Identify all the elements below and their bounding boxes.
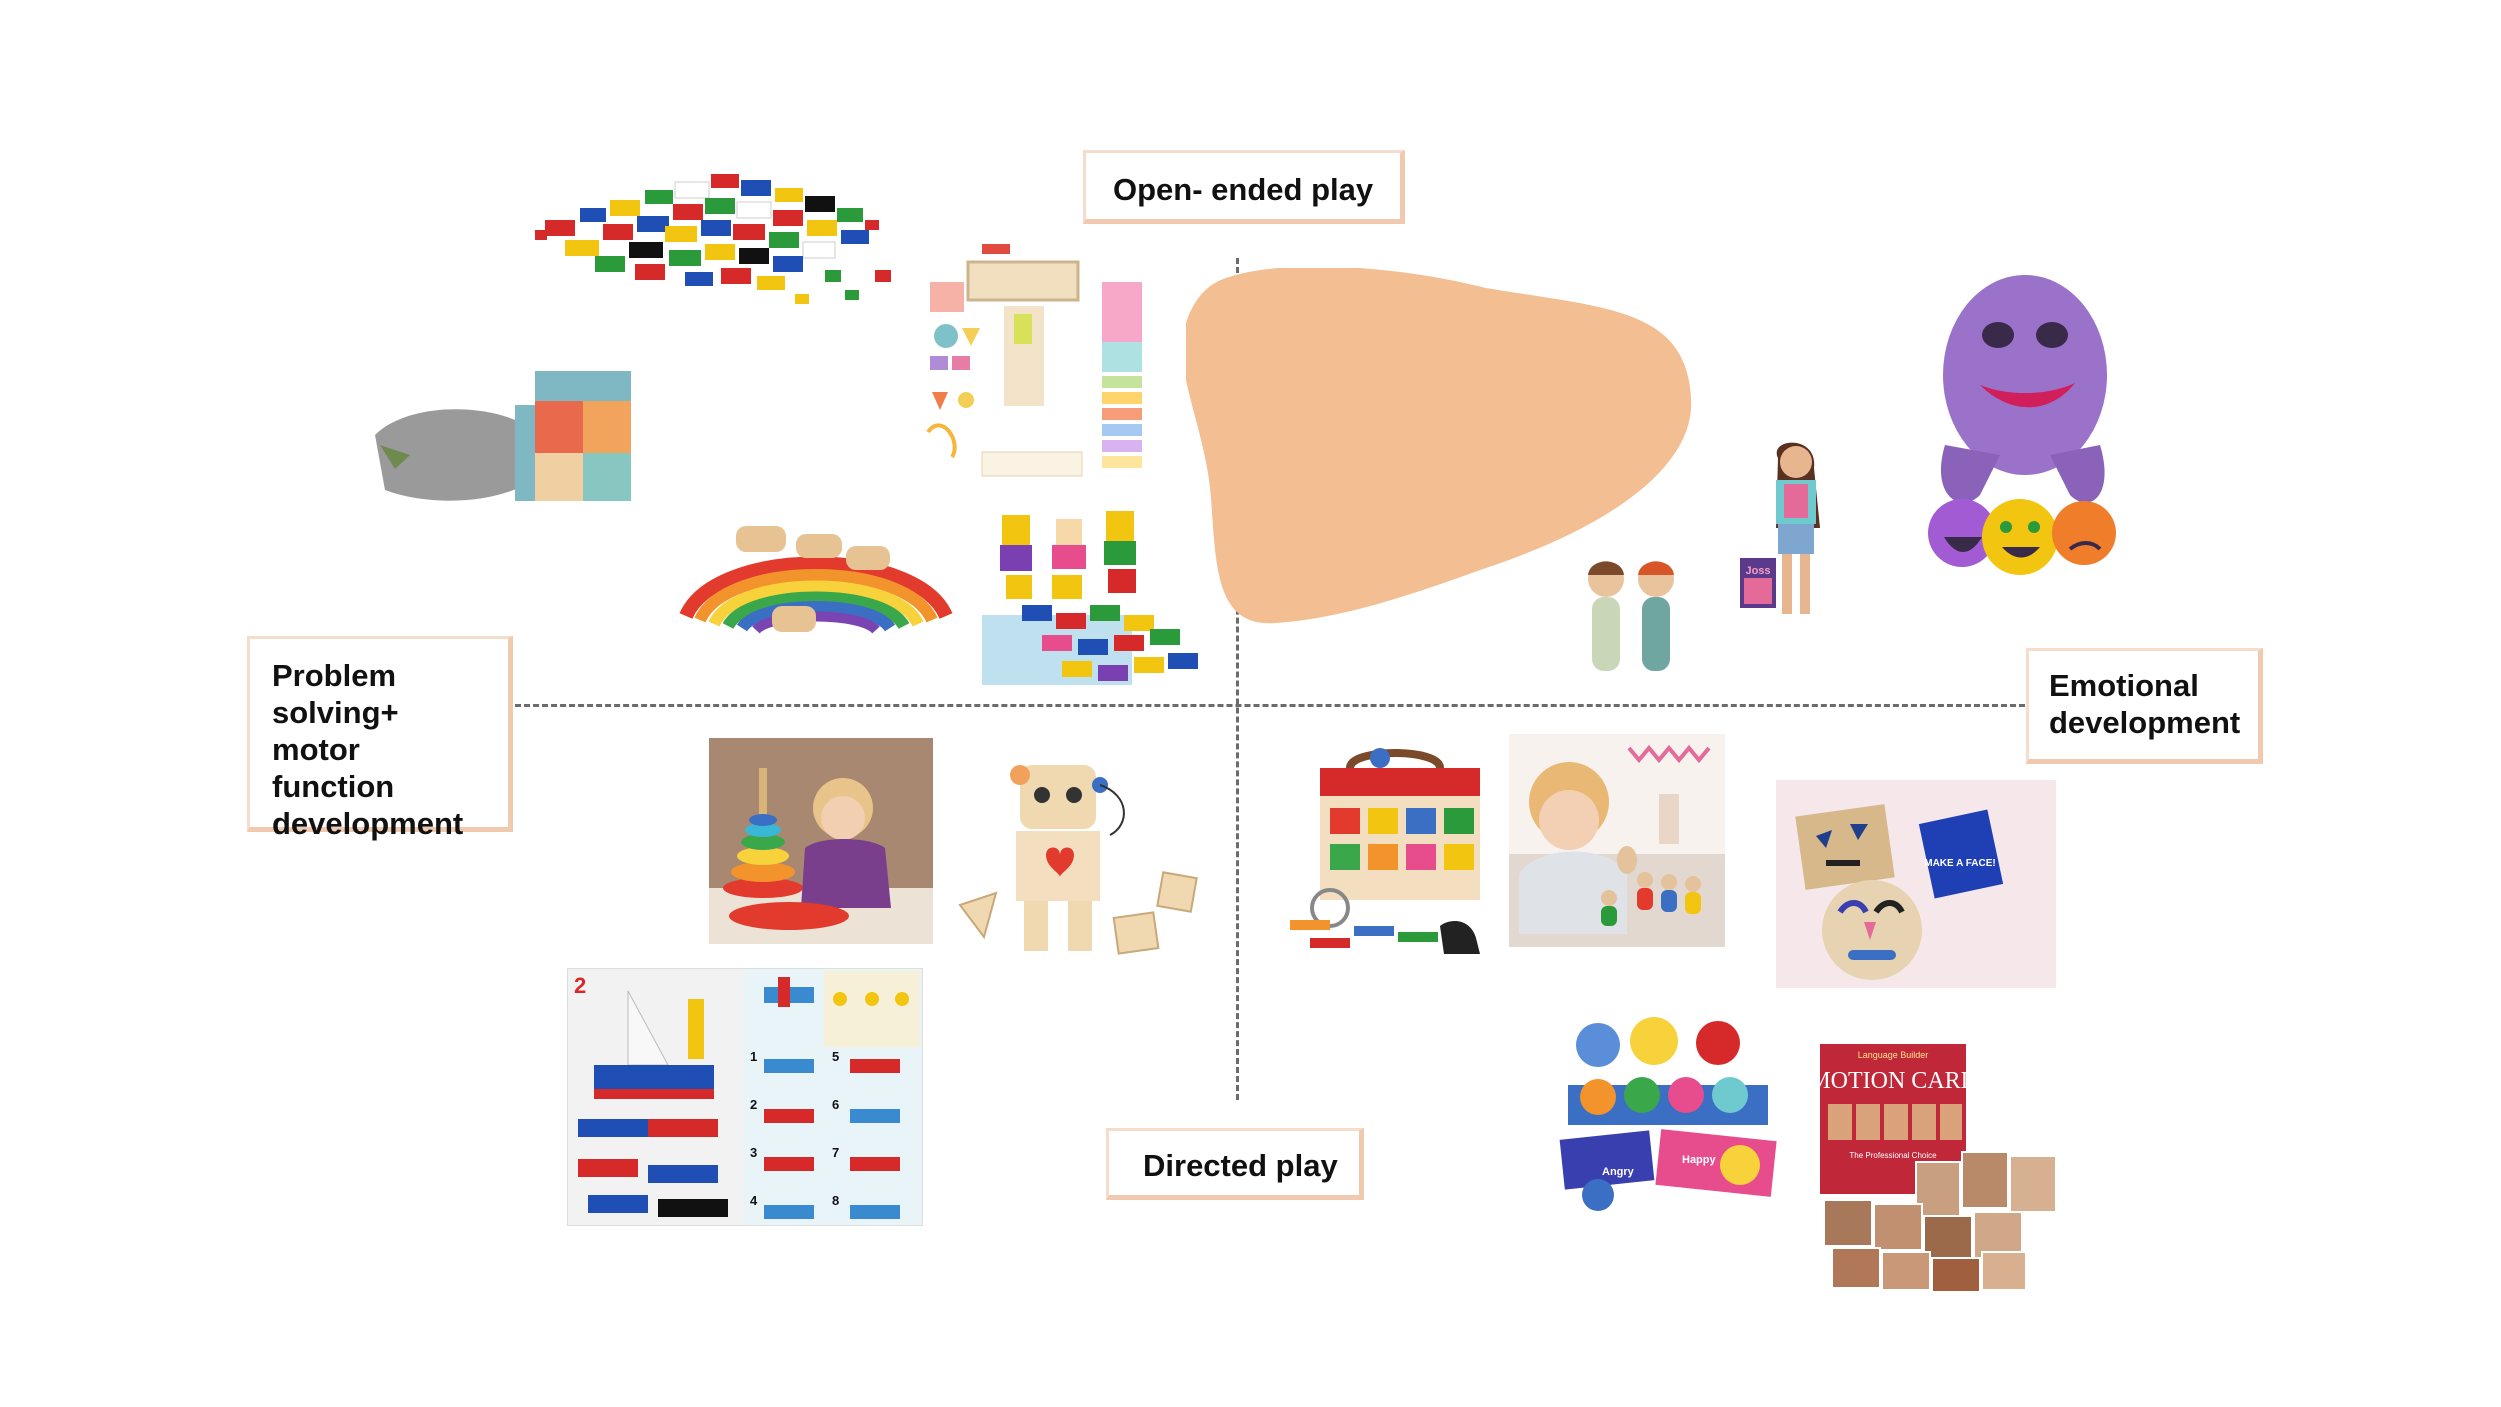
svg-text:2: 2 [750,1097,757,1112]
emotion-cards-title: EMOTION CARDS [1820,1068,1991,1094]
emotion-cards-image: Language Builder EMOTION CARDS The Profe… [1820,1044,2060,1292]
make-a-face-title: MAKE A FACE! [1924,858,1995,869]
label-problem-solving: Problem solving+ motor function developm… [247,636,513,841]
emotion-cards-subtitle: The Professional Choice [1849,1151,1937,1160]
svg-text:3: 3 [750,1145,757,1160]
emotion-cards-series: Language Builder [1858,1050,1929,1060]
locks-toolbox-image [1290,748,1480,954]
lego-page-number: 2 [574,973,586,998]
rainbow-wooden-cars-image [679,526,953,634]
duplo-figures-image [982,511,1198,685]
svg-text:1: 1 [750,1049,757,1064]
girl-stacking-rings-photo [709,738,933,944]
make-a-face-game-image: MAKE A FACE! [1776,780,2056,988]
angry-card-label: Angry [1602,1166,1635,1178]
svg-text:6: 6 [832,1097,839,1112]
label-directed-play: Directed play [1106,1128,1364,1200]
label-emotional-development: Emotional development [2026,648,2263,764]
wooden-blocks-pouch-image [375,371,631,501]
peg-dolls-image [1588,561,1674,671]
svg-text:5: 5 [832,1049,839,1064]
lego-bricks-pile-image [535,174,891,304]
wooden-pieces-set-image [926,244,1142,477]
octopus-emotion-plush-image [1928,275,2116,575]
svg-text:4: 4 [750,1193,758,1208]
horizontal-axis [470,704,2025,707]
lego-instructions-page-image: 2 1 5 2 6 3 7 4 8 [567,968,923,1226]
label-open-ended-play: Open- ended play [1083,150,1405,224]
vertical-axis [1236,258,1239,1100]
svg-text:7: 7 [832,1145,839,1160]
highlight-blob [1186,268,1692,624]
doll-book-title: Joss [1745,565,1770,577]
svg-text:8: 8 [832,1193,839,1208]
emotion-plush-cards-image: Angry Happy [1559,1017,1777,1211]
wooden-robot-toy-image [958,765,1198,955]
happy-card-label: Happy [1682,1154,1717,1166]
boy-playing-figures-photo [1509,734,1725,947]
doll-with-book-image: Joss [1740,442,1820,614]
